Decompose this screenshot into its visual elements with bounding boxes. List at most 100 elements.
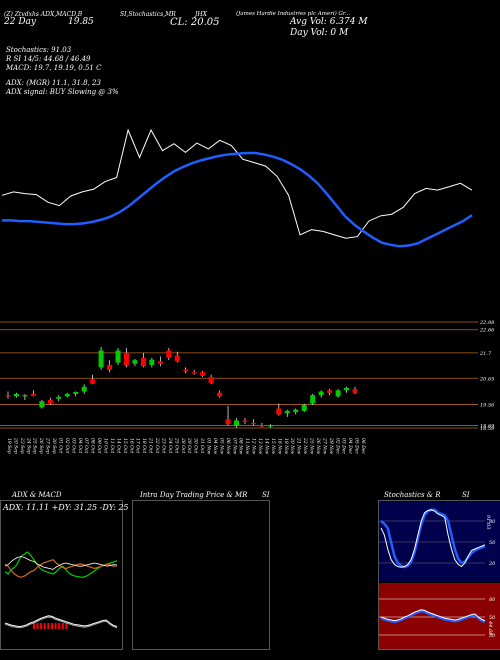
date-label: 16 Oct	[128, 438, 134, 453]
date-label: 25 Sep	[32, 437, 38, 454]
candle-body	[259, 425, 265, 427]
date-label: 30 Sep	[51, 438, 57, 454]
date-label: 17 Oct	[135, 438, 141, 453]
macd-readout: MACD: 19.7, 19.19, 0.51 C	[6, 64, 102, 72]
intraday-panel-title: Intra Day Trading Price & MR	[140, 491, 248, 499]
candle-body	[344, 387, 350, 391]
candle-body	[293, 409, 299, 413]
candle-body	[200, 372, 206, 376]
candle-body	[191, 372, 197, 374]
stoch-panel: 80 50 20 91.03 80 50 20 44.68	[378, 500, 500, 650]
macd-line	[4, 615, 118, 628]
candle-body	[123, 352, 129, 365]
date-label: 15 Oct	[122, 438, 128, 453]
candle-body	[310, 395, 316, 404]
stoch-k-line	[380, 509, 486, 568]
date-label: 11 Oct	[109, 438, 115, 453]
date-label: 19 Nov	[283, 438, 289, 455]
candle-body	[5, 395, 11, 397]
price-axis-label: 22.98	[479, 320, 494, 326]
date-label: 20 Nov	[289, 437, 295, 455]
candle-body	[250, 422, 256, 425]
candle-body	[30, 393, 36, 396]
candle-body	[301, 404, 307, 411]
si-axis-label: 50	[489, 615, 496, 621]
date-label: 23 Sep	[19, 437, 25, 454]
date-label: 06 Dec	[360, 438, 366, 454]
candle-body	[149, 359, 155, 365]
date-label: 24 Oct	[167, 437, 173, 453]
adx-minus-line	[4, 559, 118, 578]
date-label: 26 Sep	[38, 437, 44, 454]
price-axis-label: 21.7	[479, 351, 492, 357]
stoch-axis-label: 50	[489, 540, 496, 546]
date-label: 31 Oct	[199, 438, 205, 453]
date-label: 20 Sep	[12, 437, 18, 454]
rsi-readout: R SI 14/5: 44.68 / 46.49	[6, 55, 91, 63]
price-axis-label: 20.65	[479, 376, 494, 382]
candle-body	[225, 419, 231, 425]
candle-body	[47, 399, 53, 404]
adx-panel: ADX: 11.11 +DY: 31.25 -DY: 25	[0, 500, 129, 650]
date-label: 04 Nov	[212, 438, 218, 455]
date-label: 03 Oct	[70, 438, 76, 453]
candle-body	[107, 364, 113, 370]
date-label: 01 Oct	[57, 438, 63, 453]
date-label: 25 Nov	[309, 437, 315, 455]
date-label: 15 Nov	[270, 438, 276, 455]
candle-body	[318, 391, 324, 396]
date-label: 04 Dec	[347, 438, 353, 454]
candle-body	[352, 389, 358, 393]
candle-body	[98, 350, 104, 368]
date-label: 08 Nov	[238, 438, 244, 455]
si-value-label: 44.68	[487, 620, 493, 635]
moving-average-line	[2, 151, 473, 248]
header-line1-left: (Z) Ztvdxhs ADX,MACD,B	[4, 11, 83, 18]
price-overlay-line	[1, 128, 473, 239]
si-smooth-line	[380, 609, 486, 624]
date-label: 30 Oct	[193, 438, 199, 453]
candle-body	[284, 410, 290, 414]
candle-body	[208, 377, 214, 384]
date-label: 14 Nov	[263, 438, 269, 455]
stoch-panel-si: SI	[462, 491, 470, 499]
date-label: 29 Oct	[186, 437, 192, 453]
date-label: 05 Nov	[218, 438, 224, 455]
price-axis-label: 18.69	[480, 424, 495, 430]
date-label: 09 Oct	[96, 438, 102, 453]
candle-body	[81, 386, 87, 392]
date-axis: 19 Sep 20 Sep 23 Sep 24 Sep 25 Sep 26 Sep 27 S…	[6, 437, 366, 455]
date-label: 18 Oct	[141, 438, 147, 453]
day-vol: Day Vol: 0 M	[290, 28, 349, 38]
date-label: 27 Nov	[321, 437, 327, 455]
date-label: 06 Nov	[225, 438, 231, 455]
date-label: 23 Oct	[160, 437, 166, 453]
header-line2-left: 22 Day	[4, 17, 36, 27]
date-label: 25 Oct	[173, 437, 179, 453]
date-label: 22 Nov	[302, 437, 308, 455]
candle-body	[267, 425, 273, 427]
candle-body	[13, 393, 19, 397]
date-label: 08 Oct	[90, 438, 96, 453]
candle-body	[157, 361, 163, 364]
candle-body	[183, 369, 189, 372]
date-label: 27 Sep	[45, 437, 51, 454]
si-axis-label: 20	[488, 633, 496, 639]
adx-panel-title: ADX & MACD	[12, 491, 62, 499]
candle-body	[39, 401, 45, 408]
candle-body	[64, 393, 70, 397]
date-label: 07 Oct	[83, 438, 89, 453]
candle-body	[234, 420, 240, 426]
adx-line	[4, 556, 118, 570]
candle-body	[22, 395, 28, 397]
candle-body	[115, 350, 121, 363]
date-label: 02 Oct	[64, 438, 70, 453]
stoch-value-label: 91.03	[485, 515, 491, 529]
price-axis-label: 19.56	[480, 403, 495, 409]
header-ticker: JHX	[195, 11, 207, 18]
date-label: 22 Oct	[154, 437, 160, 453]
header-line2-left-value: 19.85	[68, 17, 94, 27]
si-line	[380, 609, 486, 622]
